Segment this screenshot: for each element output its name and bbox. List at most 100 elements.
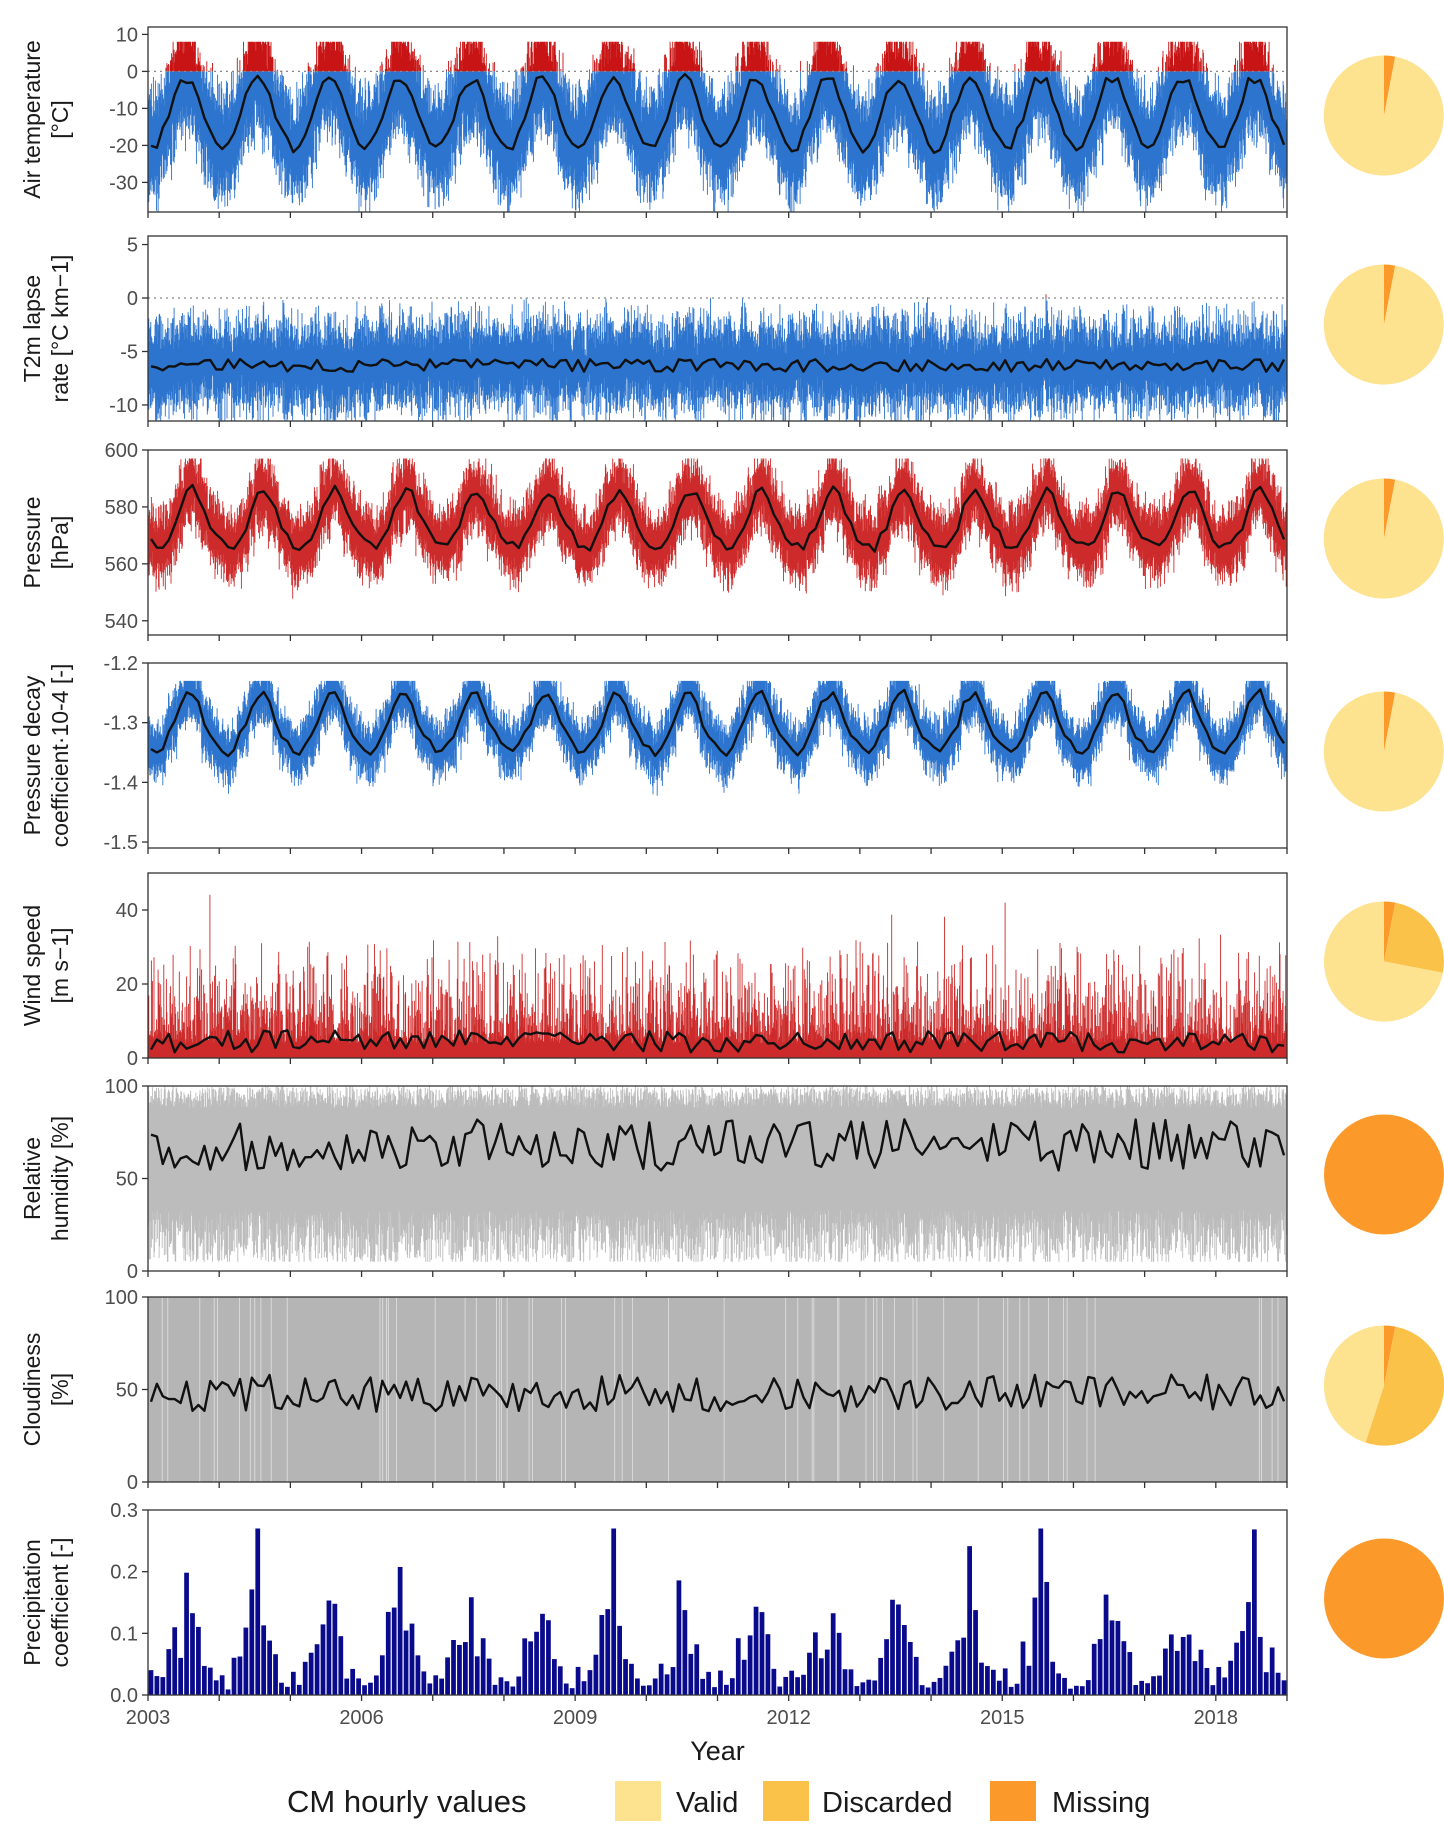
panel-3: 540 560 580 600 Pressure[hPa] — [19, 440, 1444, 641]
bar — [646, 1685, 652, 1695]
bar — [326, 1600, 332, 1695]
y-tick-label: 540 — [105, 611, 138, 633]
bar — [213, 1680, 219, 1695]
bar — [320, 1624, 326, 1695]
x-tick-label: 2012 — [766, 1707, 811, 1729]
bar — [676, 1580, 682, 1695]
bar — [979, 1662, 984, 1695]
proportion-pie — [1323, 55, 1444, 176]
y-tick-label: -5 — [120, 341, 138, 363]
bar — [403, 1630, 409, 1695]
bar — [184, 1572, 189, 1695]
bar — [551, 1659, 557, 1695]
monthly-mean-line — [150, 483, 1286, 553]
proportion-pie — [1324, 1114, 1444, 1235]
bar — [854, 1686, 860, 1695]
bar — [1228, 1660, 1234, 1695]
legend-key-discarded — [763, 1781, 809, 1821]
bar — [261, 1625, 267, 1695]
bar — [1068, 1688, 1073, 1695]
proportion-pie — [1323, 901, 1444, 1022]
bar — [225, 1689, 231, 1695]
y-tick-label: 0 — [127, 1048, 138, 1070]
bar — [457, 1644, 462, 1695]
bar — [196, 1626, 201, 1695]
bar — [1281, 1680, 1287, 1695]
bar — [1079, 1686, 1085, 1695]
bar — [1121, 1641, 1127, 1695]
bar — [504, 1681, 510, 1695]
bar — [1056, 1673, 1061, 1695]
bar — [528, 1641, 534, 1695]
bar — [741, 1659, 747, 1695]
bar — [421, 1671, 427, 1695]
bar — [338, 1636, 344, 1695]
pie-slice-discarded — [1365, 1326, 1444, 1446]
bar — [694, 1644, 700, 1695]
pie-slice-valid — [1323, 901, 1443, 1022]
bar — [824, 1649, 830, 1695]
y-tick-label: -1.5 — [104, 832, 138, 854]
bar — [154, 1676, 160, 1695]
bar — [878, 1657, 884, 1695]
bar — [1240, 1631, 1245, 1695]
bar — [480, 1638, 486, 1695]
bar — [1168, 1634, 1174, 1695]
bar — [1032, 1597, 1038, 1695]
bar — [623, 1659, 628, 1695]
bar — [1180, 1636, 1186, 1695]
bar — [1109, 1620, 1115, 1695]
y-tick-label: -10 — [109, 98, 138, 120]
bar — [534, 1631, 539, 1695]
bar — [463, 1642, 468, 1695]
pie-slice-valid — [1323, 55, 1444, 176]
panel-7: 0 50 100 Cloudiness[%] — [19, 1287, 1444, 1494]
bar — [1026, 1665, 1032, 1695]
panel-4: -1.5 -1.4 -1.3 -1.2 Pressure decaycoefficien… — [19, 653, 1444, 854]
y-tick-label: -20 — [109, 135, 138, 157]
proportion-pie — [1324, 1538, 1444, 1659]
y-tick-label: 580 — [105, 497, 138, 519]
bar — [658, 1663, 664, 1695]
bar — [652, 1678, 658, 1695]
bar — [872, 1680, 878, 1695]
y-tick-label: 100 — [105, 1076, 138, 1098]
pie-slice-valid — [1323, 478, 1444, 599]
bar — [1002, 1668, 1008, 1695]
y-tick-label: 600 — [105, 440, 138, 462]
bar — [961, 1637, 967, 1695]
bar — [1091, 1643, 1097, 1695]
pie-slice-missing — [1384, 691, 1396, 752]
bar — [801, 1674, 806, 1695]
bar — [617, 1625, 622, 1695]
proportion-pie — [1323, 478, 1444, 599]
panel-1: -30 -20 -10 0 10 Air temperature[°C] — [19, 24, 1444, 218]
bar — [1163, 1648, 1168, 1695]
bar — [362, 1685, 367, 1695]
bar — [635, 1678, 640, 1695]
bar — [1234, 1642, 1239, 1695]
bar — [712, 1687, 717, 1695]
bar — [427, 1683, 433, 1695]
bar — [249, 1589, 255, 1695]
bar — [937, 1677, 943, 1695]
bar — [896, 1604, 901, 1695]
x-tick-label: 2009 — [553, 1707, 598, 1729]
bar — [1246, 1602, 1251, 1695]
monthly-mean-line — [150, 688, 1286, 758]
proportion-pie — [1323, 1325, 1444, 1446]
bar — [640, 1685, 646, 1695]
bar — [1145, 1683, 1150, 1695]
proportion-pie — [1323, 691, 1444, 812]
bar — [1174, 1650, 1180, 1695]
bar — [967, 1546, 972, 1695]
bar — [1257, 1636, 1263, 1695]
bar — [201, 1665, 207, 1695]
y-tick-label: 20 — [116, 974, 138, 996]
x-tick-label: 2015 — [980, 1707, 1025, 1729]
bar — [1198, 1649, 1204, 1695]
y-tick-label: 0.1 — [110, 1623, 138, 1645]
bar — [356, 1678, 361, 1695]
y-tick-label: 50 — [116, 1380, 138, 1402]
